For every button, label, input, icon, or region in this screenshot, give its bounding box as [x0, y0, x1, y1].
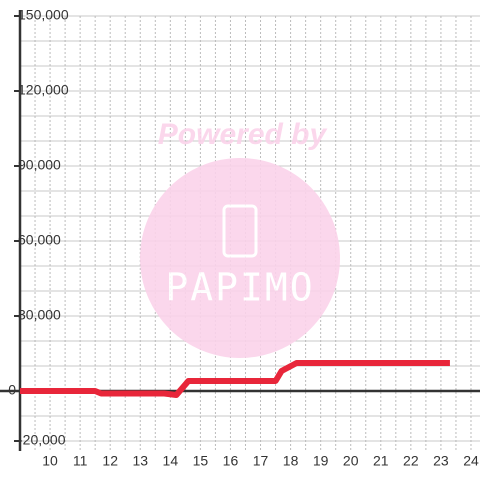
- x-tick-label: 11: [73, 453, 88, 469]
- watermark: Powered by PAPIMO: [140, 118, 340, 358]
- x-tick-label: 17: [253, 453, 269, 469]
- watermark-bottom: PAPIMO: [165, 266, 314, 310]
- y-tick-label: 60,000: [18, 232, 61, 248]
- x-tick-label: 21: [373, 453, 389, 469]
- x-tick-label: 18: [283, 453, 299, 469]
- x-tick-label: 12: [102, 453, 118, 469]
- x-tick-label: 23: [433, 453, 449, 469]
- watermark-phone: [222, 204, 258, 258]
- x-tick-label: 24: [463, 453, 479, 469]
- y-tick-label: 30,000: [18, 307, 61, 323]
- plot: 150,000 120,000 90,000 60,000 30,000 0 -20,000…: [0, 7, 480, 469]
- watermark-circle: [140, 158, 340, 358]
- y-tick-label: 0: [8, 382, 16, 398]
- x-tick-label: 19: [313, 453, 329, 469]
- x-tick-label: 22: [403, 453, 419, 469]
- x-tick-label: 10: [42, 453, 58, 469]
- y-tick-label: -20,000: [18, 432, 66, 448]
- watermark-top: Powered by: [158, 118, 328, 151]
- x-tick-label: 20: [343, 453, 359, 469]
- x-tick-label: 14: [163, 453, 179, 469]
- y-tick-label: 90,000: [18, 157, 61, 173]
- x-tick-label: 15: [193, 453, 209, 469]
- series-line: [20, 360, 450, 398]
- x-tick-label: 13: [132, 453, 148, 469]
- x-tick-label: 16: [223, 453, 239, 469]
- y-tick-label: 120,000: [18, 82, 69, 98]
- y-tick-label: 150,000: [18, 7, 69, 23]
